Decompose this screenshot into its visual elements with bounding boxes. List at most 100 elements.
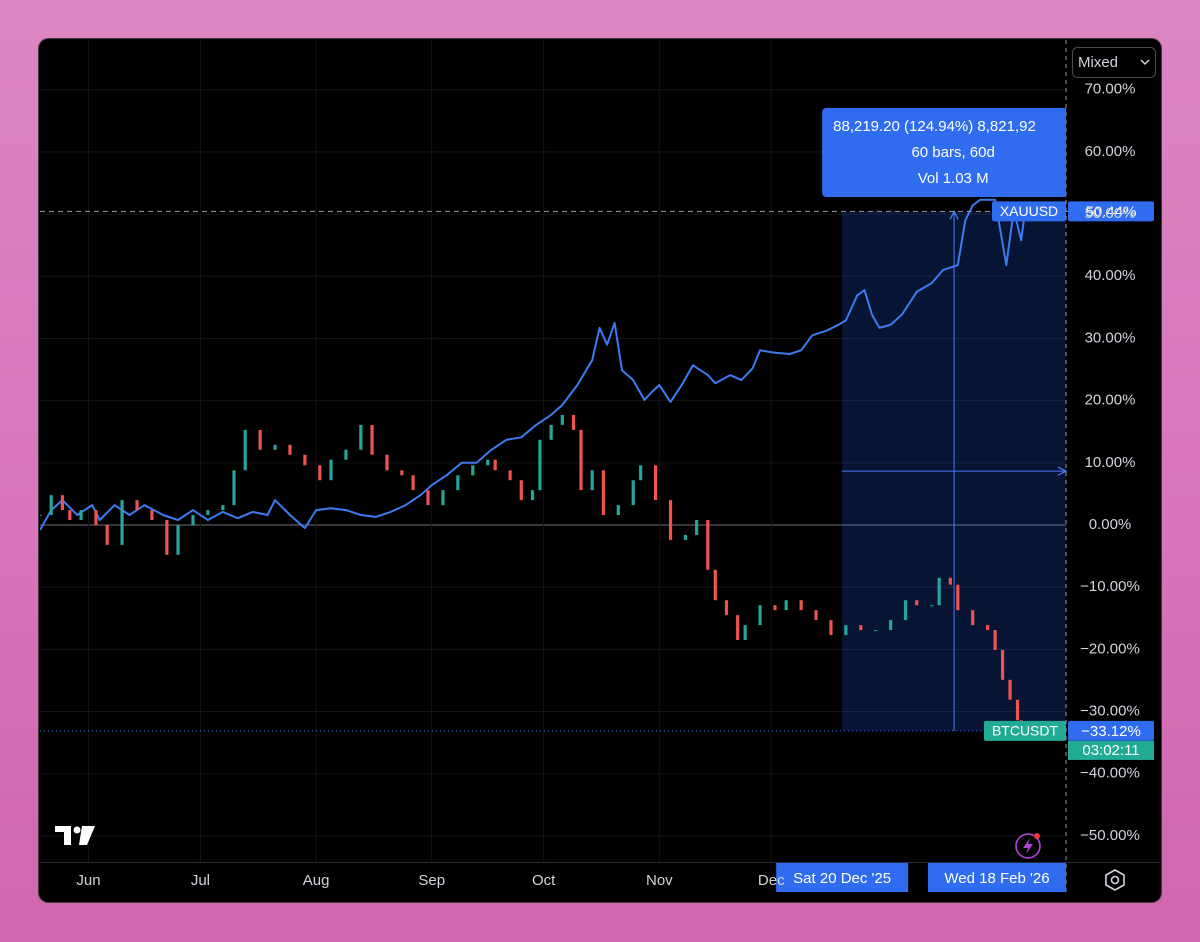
candle-body bbox=[426, 490, 430, 506]
candle-body bbox=[471, 465, 475, 476]
candle-body bbox=[538, 439, 542, 491]
series-name: XAUUSD bbox=[1000, 203, 1058, 219]
candle-body bbox=[829, 620, 833, 636]
candle-body bbox=[120, 500, 124, 545]
series-name: BTCUSDT bbox=[992, 723, 1059, 739]
candle-body bbox=[601, 470, 605, 516]
candle-body bbox=[549, 424, 553, 440]
candle-body bbox=[176, 524, 180, 555]
price-tag bbox=[1068, 720, 1154, 741]
candle-body bbox=[874, 630, 878, 632]
y-tick-label: 30.00% bbox=[1085, 329, 1136, 346]
candle-body bbox=[1000, 649, 1005, 680]
series-line bbox=[40, 198, 1026, 531]
logo bbox=[55, 826, 95, 845]
candle-body bbox=[400, 470, 404, 476]
countdown: 03:02:11 bbox=[1082, 742, 1139, 759]
candle-body bbox=[258, 429, 262, 450]
candle-body bbox=[493, 459, 497, 471]
candle-body bbox=[560, 414, 564, 425]
y-tick-label: 10.00% bbox=[1085, 454, 1136, 471]
x-tick-label: Sep bbox=[418, 872, 445, 889]
candle-body bbox=[221, 505, 225, 511]
candle-body bbox=[519, 480, 523, 501]
candle-body bbox=[784, 600, 788, 611]
candle-body bbox=[150, 510, 154, 521]
measure-tool bbox=[842, 211, 1066, 731]
candle-body bbox=[695, 520, 699, 535]
alerts-icon[interactable] bbox=[1015, 833, 1041, 859]
candle-body bbox=[948, 577, 952, 585]
candle-body bbox=[758, 605, 762, 626]
date-label-box bbox=[776, 863, 909, 892]
y-tick-label: 70.00% bbox=[1085, 81, 1136, 98]
candle-body bbox=[971, 610, 975, 626]
candle-body bbox=[859, 625, 863, 631]
chevron bbox=[1140, 59, 1150, 66]
candle-body bbox=[579, 429, 583, 491]
candle-body bbox=[736, 615, 740, 641]
chart-window bbox=[38, 38, 1162, 903]
candle-body bbox=[631, 480, 635, 506]
candle-body bbox=[713, 569, 717, 601]
scale-mode-button[interactable] bbox=[1072, 47, 1156, 78]
y-tick-label: −10.00% bbox=[1080, 578, 1140, 595]
candle-body bbox=[105, 524, 109, 545]
price-tag-label: 50.44% bbox=[1086, 203, 1137, 220]
x-tick-label: Oct bbox=[532, 872, 556, 889]
candle-body bbox=[799, 600, 803, 611]
price-tag-label: −33.12% bbox=[1081, 723, 1141, 740]
candle-body bbox=[683, 534, 688, 540]
candle-body bbox=[844, 625, 848, 636]
countdown-tag bbox=[1068, 740, 1154, 760]
candle-body bbox=[303, 454, 307, 466]
candle-body bbox=[385, 454, 389, 471]
candle-body bbox=[40, 515, 42, 517]
price-tag bbox=[1068, 201, 1154, 222]
date-label: Sat 20 Dec '25 bbox=[793, 870, 891, 887]
candle-body bbox=[616, 505, 620, 516]
candle-body bbox=[486, 459, 490, 466]
candle-body bbox=[930, 605, 934, 607]
series-layer bbox=[40, 198, 1026, 731]
y-tick-label: −20.00% bbox=[1080, 640, 1140, 657]
candle-body bbox=[456, 475, 460, 491]
y-tick-label: 50.00% bbox=[1085, 205, 1136, 222]
candle-body bbox=[243, 429, 247, 471]
settings-icon[interactable] bbox=[1105, 869, 1125, 891]
candle-body bbox=[508, 470, 512, 481]
tooltip-box bbox=[822, 108, 1066, 197]
candle-body bbox=[329, 459, 333, 481]
scale-mode-label[interactable]: Mixed bbox=[1078, 54, 1118, 71]
candle-body bbox=[60, 495, 64, 511]
candle-body bbox=[288, 444, 292, 455]
candle-body bbox=[986, 625, 990, 631]
candle-body bbox=[191, 515, 195, 525]
series-name-tag bbox=[984, 720, 1066, 741]
candle-body bbox=[903, 600, 908, 621]
candle-body bbox=[993, 630, 997, 650]
candle-body bbox=[889, 620, 893, 631]
y-tick-label: −50.00% bbox=[1080, 827, 1140, 844]
candle-body bbox=[359, 424, 363, 450]
candle-body bbox=[344, 449, 348, 460]
candle-body bbox=[724, 600, 729, 616]
tooltip-line: Vol 1.03 M bbox=[918, 170, 989, 187]
y-tick-label: −40.00% bbox=[1080, 765, 1140, 782]
x-tick-label: Aug bbox=[303, 872, 330, 889]
candle-body bbox=[370, 424, 374, 455]
candle-body bbox=[639, 465, 643, 481]
date-label: Wed 18 Feb '26 bbox=[944, 870, 1049, 887]
measure-tooltip: 88,219.20 (124.94%) 8,821,92 60 bars, 60d… bbox=[822, 108, 1066, 197]
y-tick-label: 60.00% bbox=[1085, 143, 1136, 160]
candle-body bbox=[1015, 699, 1020, 721]
candle-body bbox=[571, 414, 576, 430]
candle-body bbox=[590, 470, 594, 491]
series-name-tag bbox=[992, 201, 1066, 222]
x-tick-label: Dec bbox=[758, 872, 785, 889]
x-tick-label: Jul bbox=[191, 872, 210, 889]
candle-body bbox=[814, 610, 818, 621]
tooltip-line: 60 bars, 60d bbox=[911, 144, 994, 161]
candle-body bbox=[915, 600, 919, 606]
